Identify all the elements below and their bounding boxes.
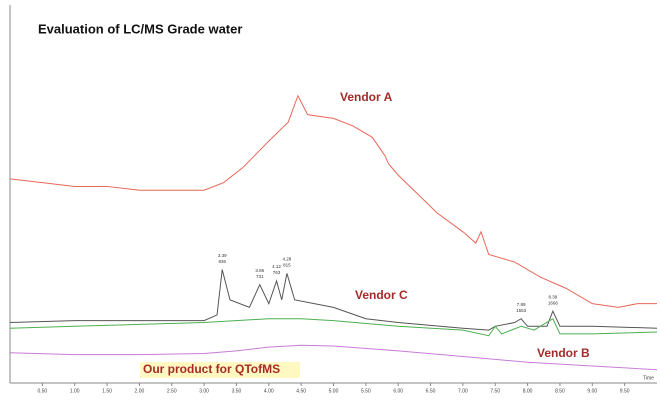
series-label: Vendor A [340, 90, 393, 104]
series-label: Vendor C [355, 288, 408, 302]
x-tick-label: 6.00 [393, 388, 403, 394]
x-tick-label: 9.50 [620, 388, 630, 394]
peak-label: 4.12 [272, 264, 281, 269]
x-tick-label: 5.50 [361, 388, 371, 394]
series-line [9, 94, 657, 308]
series-line [9, 344, 658, 371]
x-tick-label: 0.50 [37, 388, 47, 394]
peak-label: 1666 [548, 300, 559, 305]
x-tick-label: 7.00 [458, 388, 468, 394]
peak-label: 836 [218, 259, 226, 264]
peak-label: 815 [283, 263, 291, 268]
x-tick-label: 9.00 [587, 388, 597, 394]
chart-title: Evaluation of LC/MS Grade water [38, 21, 242, 36]
peak-label: 3.39 [218, 253, 227, 258]
peak-label: 7.89 [517, 302, 526, 307]
x-tick-label: 7.50 [490, 388, 500, 394]
series-label: Vendor B [537, 346, 590, 360]
x-tick-label: 6.50 [426, 388, 436, 394]
x-tick-label: 8.00 [523, 388, 533, 394]
x-tick-label: 2.00 [135, 388, 145, 394]
x-tick-label: 3.00 [199, 388, 209, 394]
x-tick-label: 1.50 [102, 388, 112, 394]
x-tick-label: 4.00 [264, 388, 274, 394]
series-line [9, 318, 658, 337]
peak-label: 8.39 [548, 294, 557, 299]
x-tick-label: 3.50 [232, 388, 242, 394]
x-tick-label: 5.00 [329, 388, 339, 394]
peak-label: 1553 [516, 308, 527, 313]
peak-label: 4.28 [283, 257, 292, 262]
series-label: Our product for QTofMS [143, 362, 280, 376]
x-tick-label: 4.50 [296, 388, 306, 394]
label-highlight [140, 362, 300, 378]
peak-label: 731 [256, 274, 264, 279]
x-axis-label: Time [643, 375, 654, 381]
x-tick-label: 2.50 [167, 388, 177, 394]
peak-label: 763 [273, 270, 281, 275]
x-tick-label: 8.50 [555, 388, 565, 394]
peak-label: 3.86 [255, 268, 264, 273]
series-line [9, 269, 658, 331]
x-tick-label: 1.00 [70, 388, 80, 394]
